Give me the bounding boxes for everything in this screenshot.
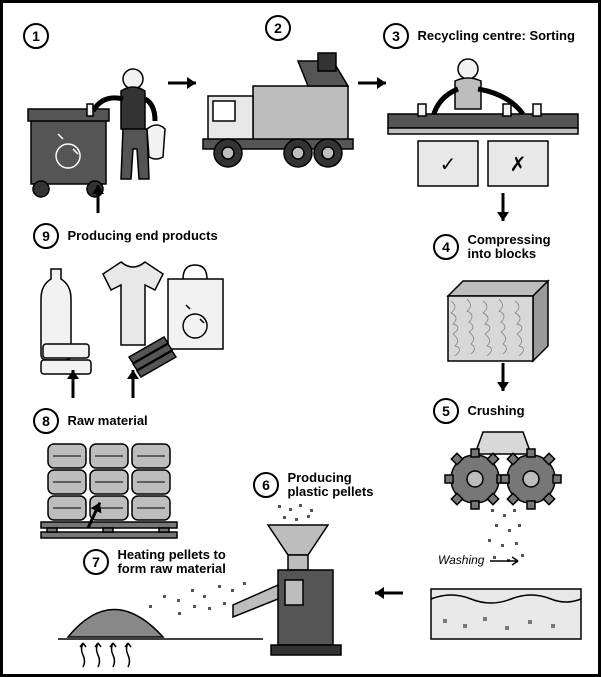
step-5: 5 Crushing — [413, 398, 593, 654]
diagram-frame: 1 2 — [0, 0, 601, 677]
step-1: 1 — [23, 23, 173, 209]
step-label: Producing plastic pellets — [287, 471, 373, 500]
step-7: 7 Heating pellets to form raw material — [53, 548, 273, 677]
step-label: Raw material — [67, 414, 147, 428]
step-label: Recycling centre: Sorting — [417, 29, 574, 43]
step-2: 2 — [198, 15, 358, 181]
illustration-crushing — [413, 424, 593, 654]
step-label: Producing end products — [67, 229, 217, 243]
step-8: 8 Raw material — [33, 408, 183, 544]
illustration-end-products — [33, 249, 233, 379]
illustration-heating — [53, 577, 273, 677]
step-number-badge: 9 — [33, 223, 59, 249]
step-label: Crushing — [467, 404, 524, 418]
step-label: Compressing into blocks — [467, 233, 550, 262]
reject-mark-icon: ✗ — [510, 154, 527, 176]
illustration-sorting: ✓ ✗ — [383, 49, 583, 194]
step-number-badge: 1 — [23, 23, 49, 49]
step-number-badge: 5 — [433, 398, 459, 424]
step-3: 3 Recycling centre: Sorting ✓ ✗ — [383, 23, 583, 194]
washing-label: Washing — [438, 553, 528, 568]
illustration-block — [433, 266, 563, 366]
step-4: 4 Compressing into blocks — [433, 233, 563, 366]
step-number-badge: 6 — [253, 472, 279, 498]
step-number-badge: 4 — [433, 234, 459, 260]
illustration-truck — [198, 41, 358, 181]
step-number-badge: 3 — [383, 23, 409, 49]
step-number-badge: 7 — [83, 549, 109, 575]
step-number-badge: 2 — [265, 15, 291, 41]
accept-mark-icon: ✓ — [440, 154, 457, 176]
illustration-raw-material — [33, 434, 183, 544]
step-label: Heating pellets to form raw material — [117, 548, 225, 577]
illustration-bin-disposal — [23, 49, 173, 209]
step-number-badge: 8 — [33, 408, 59, 434]
step-9: 9 Producing end products — [33, 223, 233, 379]
